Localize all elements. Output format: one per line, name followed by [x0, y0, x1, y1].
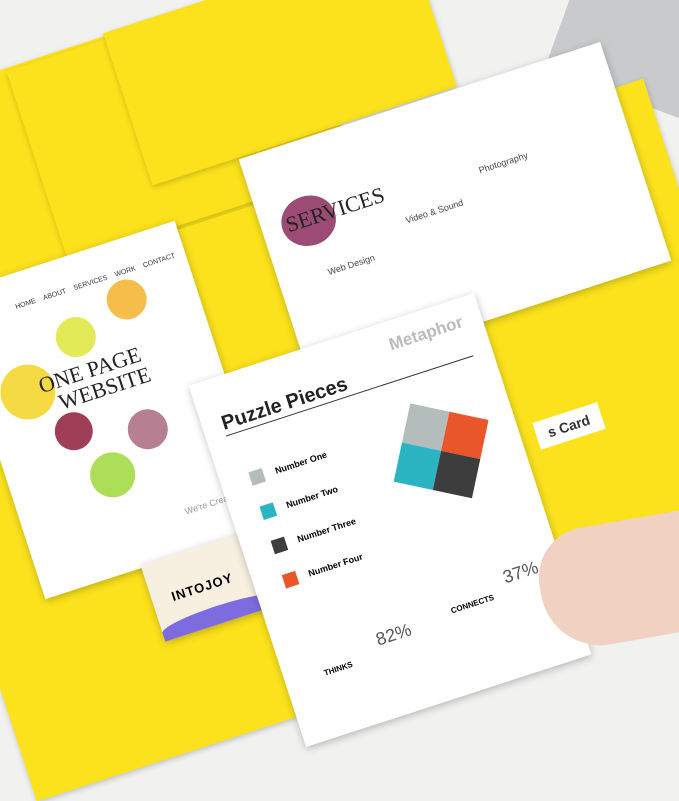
stat-thinks: 82% THINKS	[316, 619, 417, 677]
nav-item[interactable]: ABOUT	[42, 287, 68, 302]
nav-item[interactable]: CONTACT	[142, 252, 177, 270]
puzzle-graphic	[393, 403, 489, 499]
stat-label: THINKS	[322, 659, 354, 678]
watercolor-dot	[101, 274, 152, 325]
nav-item[interactable]: SERVICES	[72, 274, 109, 293]
item-label: Number Three	[295, 515, 358, 545]
nav-item[interactable]: WORK	[113, 265, 137, 279]
puzzle-icon	[270, 536, 289, 555]
item-label: Number One	[273, 449, 329, 476]
stat-label: CONNECTS	[449, 592, 496, 616]
service-item: Video & Sound	[404, 197, 465, 226]
watercolor-dot	[84, 446, 142, 504]
service-item: Web Design	[326, 252, 377, 278]
item-label: Number Four	[307, 551, 364, 579]
services-title: SERVICES	[282, 181, 388, 238]
puzzle-icon	[281, 570, 300, 589]
item-label: Number Two	[284, 483, 340, 511]
watercolor-dot	[122, 404, 174, 455]
nav-item[interactable]: HOME	[14, 297, 37, 311]
service-item: Photography	[477, 150, 530, 176]
puzzle-icon	[259, 502, 278, 520]
website-title: ONE PAGE WEBSITE	[35, 342, 154, 418]
card-brand: INTOJOY	[169, 570, 235, 605]
item-list: Number One Number Two Number Three Numbe…	[245, 435, 372, 599]
stat-connects: 37% CONNECTS	[443, 557, 544, 615]
puzzle-icon	[248, 468, 267, 486]
